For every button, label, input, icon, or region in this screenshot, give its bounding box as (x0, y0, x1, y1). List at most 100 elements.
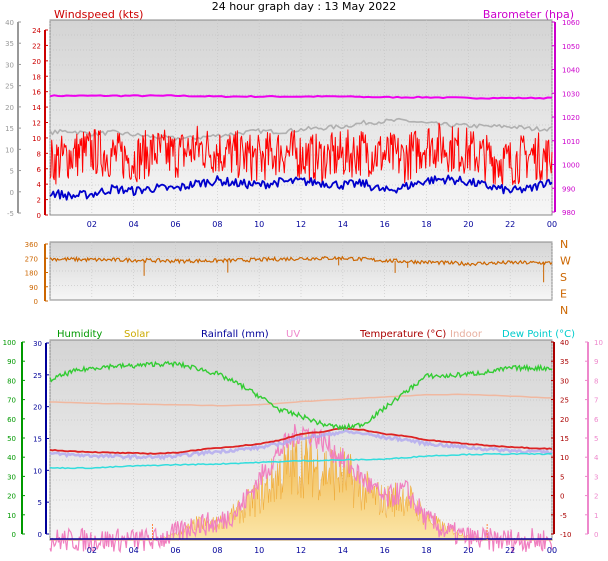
y-tick-label: 0 (560, 493, 564, 501)
humidity-line (49, 360, 553, 432)
y-tick-label: 22 (32, 42, 41, 50)
y-tick-label: 30 (5, 61, 14, 69)
y-tick-label: 1060 (562, 19, 580, 27)
temperature-line (49, 426, 553, 455)
dew-point-line (49, 452, 553, 470)
y-tick-label: 20 (7, 493, 16, 501)
compass-label: N (560, 238, 568, 251)
y-tick-label: 1020 (562, 114, 580, 122)
y-tick-label: 980 (562, 209, 575, 217)
y-tick-label: 15 (33, 436, 42, 444)
y-tick-label: 20 (560, 416, 569, 424)
wind-gust-line (49, 122, 553, 185)
apparent-temperature-line (49, 429, 554, 461)
y-tick-label: 7 (594, 397, 598, 405)
x-tick-label: 14 (338, 220, 348, 229)
x-tick-label: 02 (87, 546, 97, 555)
legend-rainfall: Rainfall (mm) (201, 329, 269, 340)
y-tick-label: 30 (7, 473, 16, 481)
y-tick-label: 10 (560, 454, 569, 462)
x-tick-label: 08 (212, 546, 222, 555)
y-tick-label: 20 (32, 58, 41, 66)
y-tick-label: 25 (33, 372, 42, 380)
x-tick-label: 02 (87, 220, 97, 229)
y-tick-label: 180 (25, 270, 38, 278)
x-tick-label: 12 (296, 546, 306, 555)
compass-label: N (560, 304, 568, 317)
y-tick-label: -5 (560, 512, 567, 520)
y-tick-label: 5 (38, 499, 42, 507)
y-tick-label: 18 (32, 73, 41, 81)
y-tick-label: 14 (32, 104, 41, 112)
y-tick-label: 9 (594, 358, 598, 366)
y-tick-label: 6 (594, 416, 599, 424)
y-tick-label: 3 (594, 473, 598, 481)
barometer-line (49, 94, 553, 100)
y-tick-label: 6 (37, 166, 42, 174)
x-tick-label: 12 (296, 220, 306, 229)
x-tick-label: 00 (547, 220, 557, 229)
y-tick-label: 0 (12, 531, 16, 539)
y-tick-label: 8 (594, 377, 598, 385)
y-tick-label: 2 (594, 493, 598, 501)
x-tick-label: 20 (463, 220, 473, 229)
y-tick-label: 15 (5, 125, 14, 133)
y-tick-label: 10 (7, 512, 16, 520)
x-tick-label: 00 (547, 546, 557, 555)
y-tick-label: 25 (560, 397, 569, 405)
x-tick-label: 04 (129, 220, 139, 229)
y-tick-label: 15 (560, 435, 569, 443)
y-tick-label: 1000 (562, 162, 580, 170)
legend-solar: Solar (124, 329, 150, 340)
temperature-panel: 1009080706050403020100302520151050403530… (3, 329, 603, 555)
y-tick-label: 40 (560, 339, 569, 347)
y-tick-label: 20 (5, 104, 14, 112)
x-tick-label: 16 (380, 546, 390, 555)
y-tick-label: 1040 (562, 67, 580, 75)
x-tick-label: 10 (254, 220, 264, 229)
y-tick-label: 4 (594, 454, 599, 462)
x-tick-label: 10 (254, 546, 264, 555)
y-tick-label: 5 (560, 473, 564, 481)
y-tick-label: 0 (38, 531, 42, 539)
indoor-line (50, 393, 552, 407)
wind-average-line (49, 117, 553, 141)
y-tick-label: 1010 (562, 138, 580, 146)
x-tick-label: 06 (170, 546, 180, 555)
y-tick-label: 5 (594, 435, 598, 443)
y-tick-label: -5 (7, 210, 14, 218)
x-tick-label: 20 (463, 546, 473, 555)
y-tick-label: 100 (3, 339, 16, 347)
y-tick-label: 8 (37, 150, 41, 158)
y-tick-label: 10 (594, 339, 603, 347)
y-tick-label: 1030 (562, 90, 580, 98)
wind-direction-line (49, 255, 553, 267)
y-tick-label: 40 (7, 454, 16, 462)
y-tick-label: 35 (560, 358, 569, 366)
y-tick-label: 50 (7, 435, 16, 443)
y-tick-label: 270 (25, 255, 38, 263)
legend-humidity: Humidity (57, 329, 102, 340)
x-tick-label: 18 (421, 220, 431, 229)
x-tick-label: 14 (338, 546, 348, 555)
y-tick-label: 90 (29, 284, 38, 292)
legend-temperature: Temperature (°C) (359, 329, 446, 340)
y-tick-label: 10 (32, 135, 41, 143)
compass-label: E (560, 288, 567, 301)
legend-indoor: Indoor (450, 329, 483, 340)
y-tick-label: 30 (560, 377, 569, 385)
y-tick-label: 2 (37, 197, 41, 205)
legend-windspeed: Windspeed (kts) (54, 8, 143, 21)
y-tick-label: 1 (594, 512, 598, 520)
y-tick-label: 60 (7, 416, 16, 424)
x-tick-label: 22 (505, 220, 515, 229)
y-tick-label: -10 (560, 531, 571, 539)
y-tick-label: 4 (37, 181, 42, 189)
wind-panel: 4035302520151050-52422201816141210864201… (5, 8, 580, 229)
y-tick-label: 40 (5, 19, 14, 27)
y-tick-label: 24 (32, 27, 41, 35)
y-tick-label: 0 (37, 212, 41, 220)
x-tick-label: 18 (421, 546, 431, 555)
